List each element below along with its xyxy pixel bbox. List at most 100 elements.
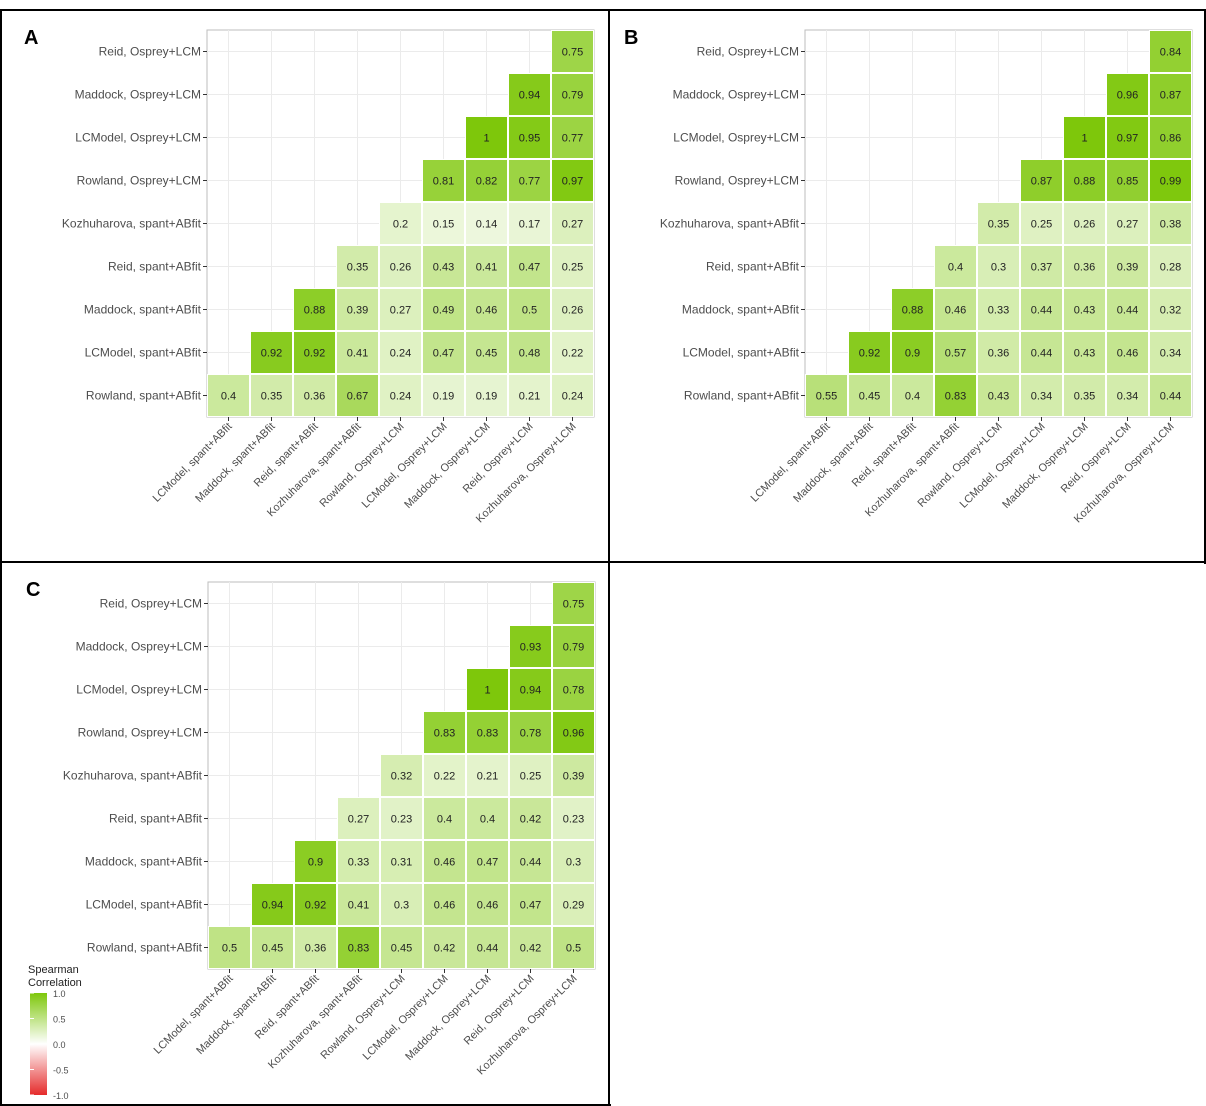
legend-tick-label: 0.5: [53, 1015, 66, 1025]
cell-value-label: 0.46: [477, 900, 498, 912]
cell-value-label: 0.5: [522, 305, 537, 317]
heatmap-cell: [552, 840, 595, 883]
panel-label: C: [26, 579, 40, 601]
y-tick-label: Rowland, Osprey+LCM: [675, 174, 799, 188]
cell-value-label: 0.96: [1117, 90, 1138, 102]
heatmap-cell: [1106, 331, 1149, 374]
cell-value-label: 0.15: [433, 219, 454, 231]
heatmap-cell: [423, 883, 466, 926]
cell-value-label: 0.23: [563, 814, 584, 826]
cell-value-label: 0.17: [519, 219, 540, 231]
heatmap-cell: [379, 374, 422, 417]
heatmap-cell: [848, 374, 891, 417]
cell-value-label: 0.14: [476, 219, 497, 231]
cell-value-label: 0.2: [393, 219, 408, 231]
figure-frame: [0, 9, 1206, 1106]
heatmap-cell: [552, 926, 595, 969]
heatmap-cell: [336, 374, 379, 417]
cell-value-label: 0.43: [433, 262, 454, 274]
heatmap-cell: [509, 797, 552, 840]
y-tick-label: Maddock, Osprey+LCM: [75, 88, 201, 102]
cell-value-label: 0.47: [520, 900, 541, 912]
heatmap-cell: [1149, 116, 1192, 159]
cell-value-label: 0.82: [476, 176, 497, 188]
cell-value-label: 0.92: [859, 348, 880, 360]
heatmap-cell: [552, 754, 595, 797]
heatmap-cell: [337, 883, 380, 926]
heatmap-cell: [422, 202, 465, 245]
heatmap-cell: [1106, 245, 1149, 288]
cell-value-label: 0.96: [563, 728, 584, 740]
heatmap-cell: [380, 926, 423, 969]
heatmap-cell: [1149, 245, 1192, 288]
cell-value-label: 0.44: [1117, 305, 1138, 317]
y-tick-label: Maddock, spant+ABfit: [85, 855, 203, 869]
cell-value-label: 0.36: [1074, 262, 1095, 274]
cell-value-label: 0.44: [477, 943, 498, 955]
cell-value-label: 0.42: [520, 814, 541, 826]
y-tick-label: Rowland, Osprey+LCM: [77, 174, 201, 188]
x-tick-label: LCModel, Osprey+LCM: [360, 421, 450, 511]
x-tick-label: LCModel, spant+ABfit: [151, 421, 235, 505]
x-tick-label: LCModel, spant+ABfit: [152, 973, 236, 1057]
heatmap-cell: [552, 582, 595, 625]
cell-value-label: 1: [484, 685, 490, 697]
panel-label: A: [24, 27, 38, 49]
heatmap-cell: [336, 288, 379, 331]
cell-value-label: 0.92: [304, 348, 325, 360]
heatmap-cell: [508, 288, 551, 331]
cell-value-label: 0.94: [520, 685, 541, 697]
cell-value-label: 0.39: [563, 771, 584, 783]
heatmap-cell: [1149, 73, 1192, 116]
cell-value-label: 0.3: [991, 262, 1006, 274]
y-tick-label: Rowland, Osprey+LCM: [78, 726, 202, 740]
y-tick-label: Reid, spant+ABfit: [108, 260, 202, 274]
cell-value-label: 0.46: [945, 305, 966, 317]
heatmap-cell: [934, 374, 977, 417]
x-tick-label: Maddock, spant+ABfit: [791, 421, 875, 505]
cell-value-label: 0.41: [348, 900, 369, 912]
heatmap-cell: [466, 883, 509, 926]
cell-value-label: 0.46: [476, 305, 497, 317]
y-tick-label: Kozhuharova, spant+ABfit: [63, 769, 203, 783]
cell-value-label: 0.32: [1160, 305, 1181, 317]
heatmap-cell: [1149, 288, 1192, 331]
cell-value-label: 0.5: [222, 943, 237, 955]
panel-label: B: [624, 27, 638, 49]
heatmap-cell: [508, 159, 551, 202]
outer-frame: [0, 9, 1206, 1106]
heatmap-cell: [977, 288, 1020, 331]
heatmap-cell: [465, 202, 508, 245]
cell-value-label: 0.38: [1160, 219, 1181, 231]
y-tick-label: Reid, Osprey+LCM: [100, 597, 202, 611]
cell-value-label: 0.93: [520, 642, 541, 654]
y-tick-label: Kozhuharova, spant+ABfit: [62, 217, 202, 231]
cell-value-label: 1: [483, 133, 489, 145]
heatmap-cell: [294, 883, 337, 926]
y-tick-label: Reid, spant+ABfit: [706, 260, 800, 274]
cell-value-label: 0.55: [816, 391, 837, 403]
cell-value-label: 0.47: [519, 262, 540, 274]
cell-value-label: 0.4: [480, 814, 495, 826]
y-tick-label: Reid, spant+ABfit: [109, 812, 203, 826]
heatmap-cell: [509, 883, 552, 926]
cell-value-label: 0.21: [519, 391, 540, 403]
cell-value-label: 0.19: [476, 391, 497, 403]
empty-quadrant: [611, 564, 1206, 1106]
heatmap-cell: [509, 754, 552, 797]
heatmap-cell: [422, 288, 465, 331]
y-axis: Reid, Osprey+LCM Maddock, Osprey+LCM LCMod…: [660, 45, 805, 403]
heatmap-cell: [509, 926, 552, 969]
y-tick-label: LCModel, Osprey+LCM: [673, 131, 799, 145]
heatmap-cell: [250, 374, 293, 417]
heatmap-cell: [508, 245, 551, 288]
heatmap-cell: [379, 288, 422, 331]
cell-value-label: 0.44: [1031, 305, 1052, 317]
legend-tick-label: 1.0: [53, 989, 66, 999]
heatmap-cell: [977, 202, 1020, 245]
heatmap-cell: [208, 926, 251, 969]
cell-value-label: 0.4: [905, 391, 920, 403]
x-tick-label: Rowland, Osprey+LCM: [916, 421, 1005, 510]
